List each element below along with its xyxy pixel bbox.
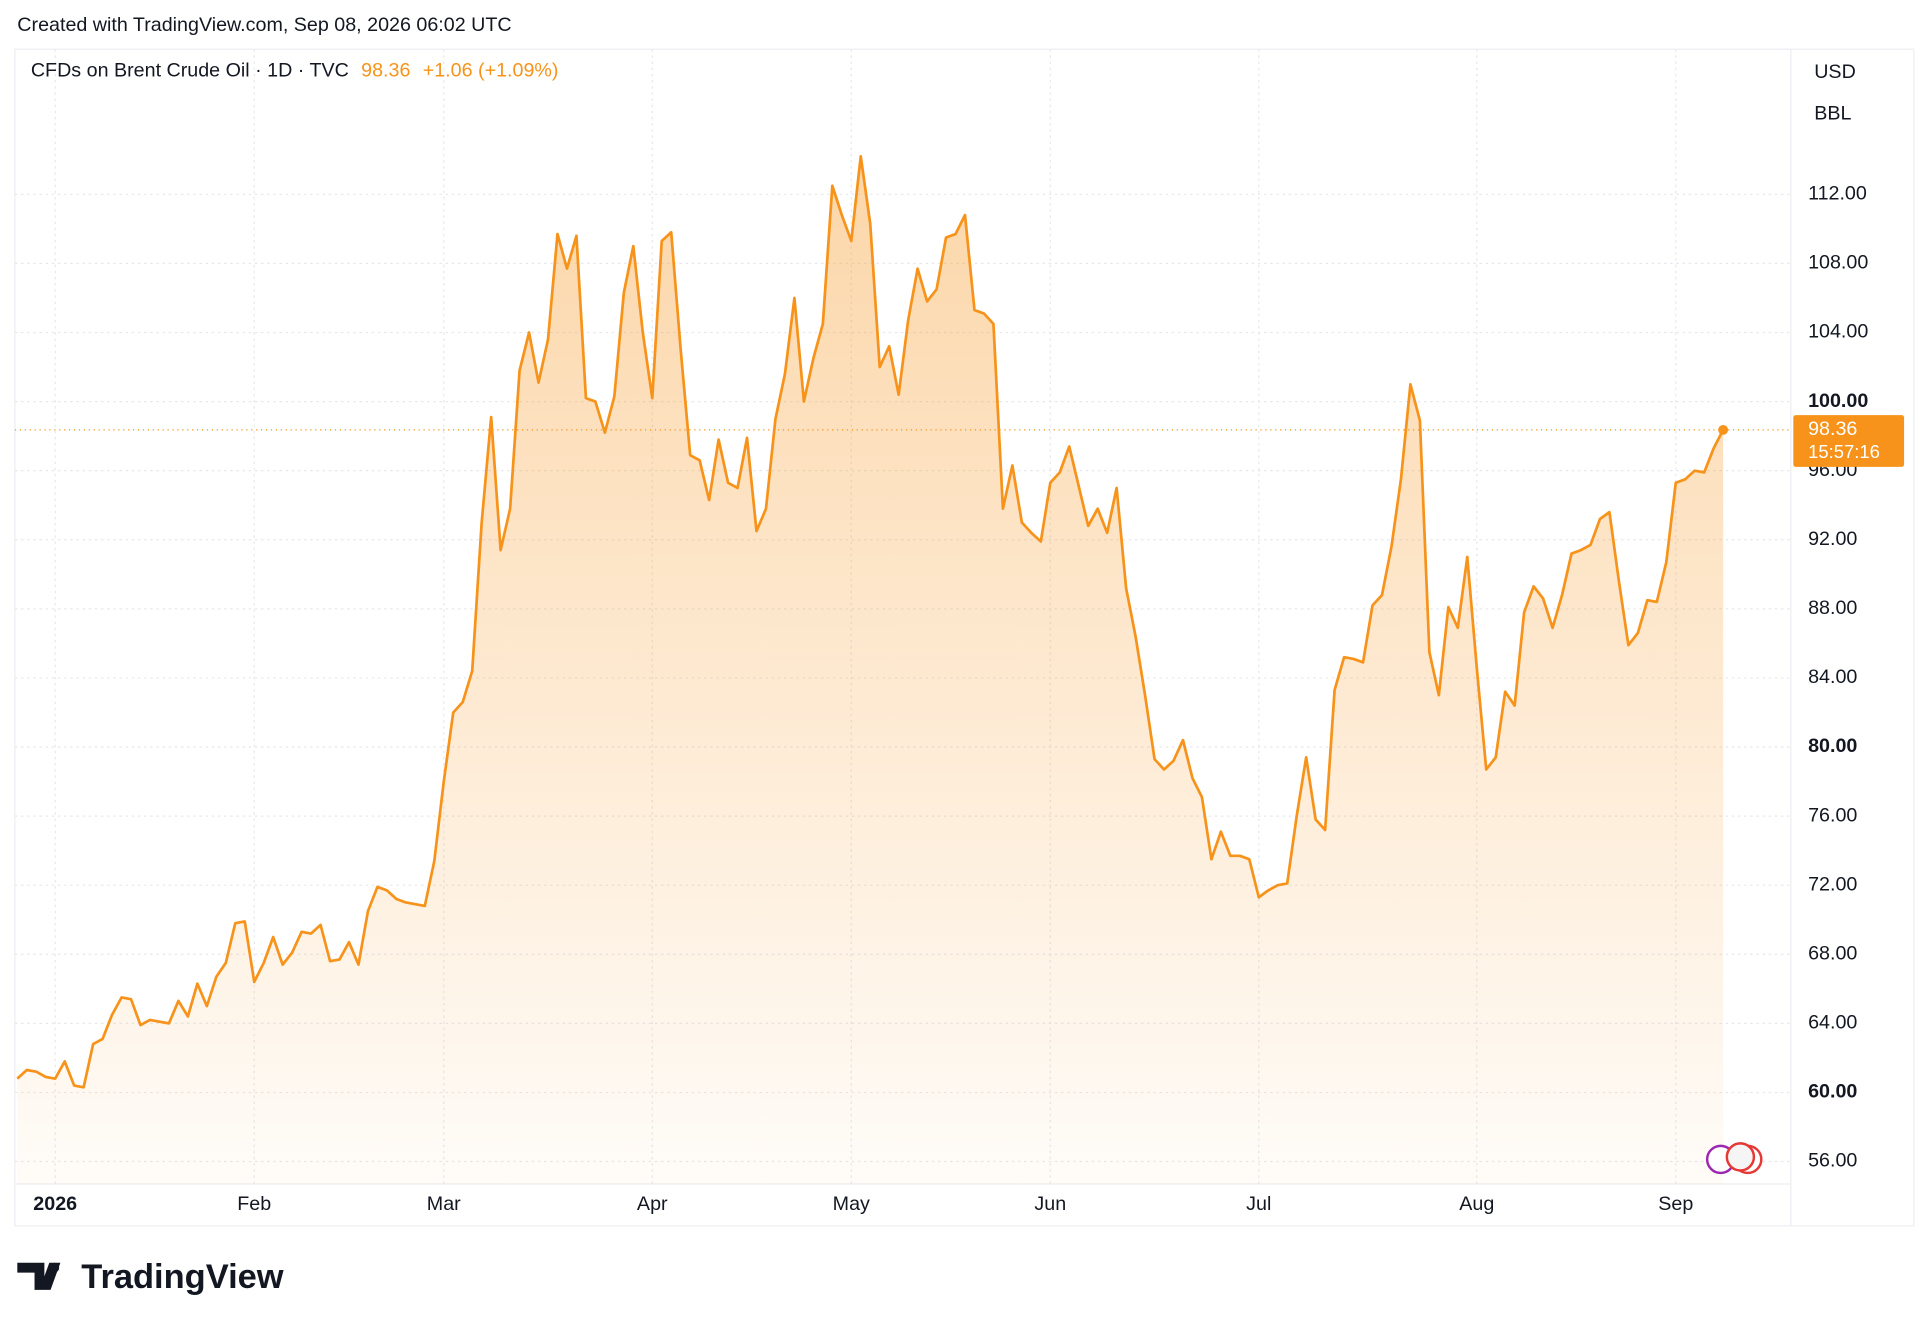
y-tick-label: 80.00	[1808, 735, 1857, 757]
header-change: +1.06 (+1.09%)	[423, 60, 559, 82]
header-price: 98.36	[361, 60, 410, 82]
y-tick-label: 112.00	[1808, 183, 1867, 205]
x-tick-label: Apr	[637, 1193, 668, 1215]
y-tick-label: 104.00	[1808, 321, 1868, 343]
icon	[1725, 1142, 1756, 1172]
logo-icon	[17, 1262, 61, 1290]
y-tick-label: 84.00	[1808, 666, 1857, 688]
y-tick-label: 100.00	[1808, 390, 1868, 412]
pane-border	[14, 48, 1915, 1227]
logo-dot	[49, 1262, 60, 1273]
logo-text: TradingView	[81, 1258, 284, 1296]
unit-box	[1799, 54, 1911, 133]
unit[interactable]: BBL	[1814, 103, 1851, 125]
price-line	[16, 154, 1725, 1089]
symbol-title: CFDs on Brent Crude Oil · 1D · TVC	[31, 60, 349, 82]
y-tick-label: 76.00	[1808, 804, 1857, 826]
y-tick-label: 64.00	[1808, 1012, 1857, 1034]
currency[interactable]: USD	[1814, 61, 1856, 83]
y-tick-label: 88.00	[1808, 597, 1857, 619]
y-tick-label: 92.00	[1808, 528, 1857, 550]
last-point	[1718, 424, 1729, 435]
x-tick-label: Jul	[1246, 1193, 1271, 1215]
x-tick-label: Feb	[237, 1193, 271, 1215]
x-tick-label: Mar	[427, 1193, 461, 1215]
price-tag-countdown: 15:57:16	[1808, 441, 1880, 462]
y-tick-label: 56.00	[1808, 1150, 1857, 1172]
x-tick-label: Jun	[1034, 1193, 1066, 1215]
event-icons	[1705, 1142, 1763, 1175]
price-tag-value: 98.36	[1808, 418, 1857, 440]
created-note: Created with TradingView.com, Sep 08, 20…	[17, 14, 511, 36]
y-tick-label: 60.00	[1808, 1081, 1857, 1103]
x-tick-label: Sep	[1658, 1193, 1693, 1215]
logo: TradingView	[17, 1258, 284, 1296]
y-tick-label: 108.00	[1808, 252, 1868, 274]
y-tick-label: 72.00	[1808, 873, 1857, 895]
x-tick-label: May	[833, 1193, 870, 1215]
area-fill	[17, 156, 1724, 1184]
y-tick-label: 68.00	[1808, 942, 1857, 964]
x-tick-label: Aug	[1459, 1193, 1494, 1215]
x-tick-label: 2026	[33, 1193, 77, 1215]
price-tag	[1793, 415, 1905, 467]
